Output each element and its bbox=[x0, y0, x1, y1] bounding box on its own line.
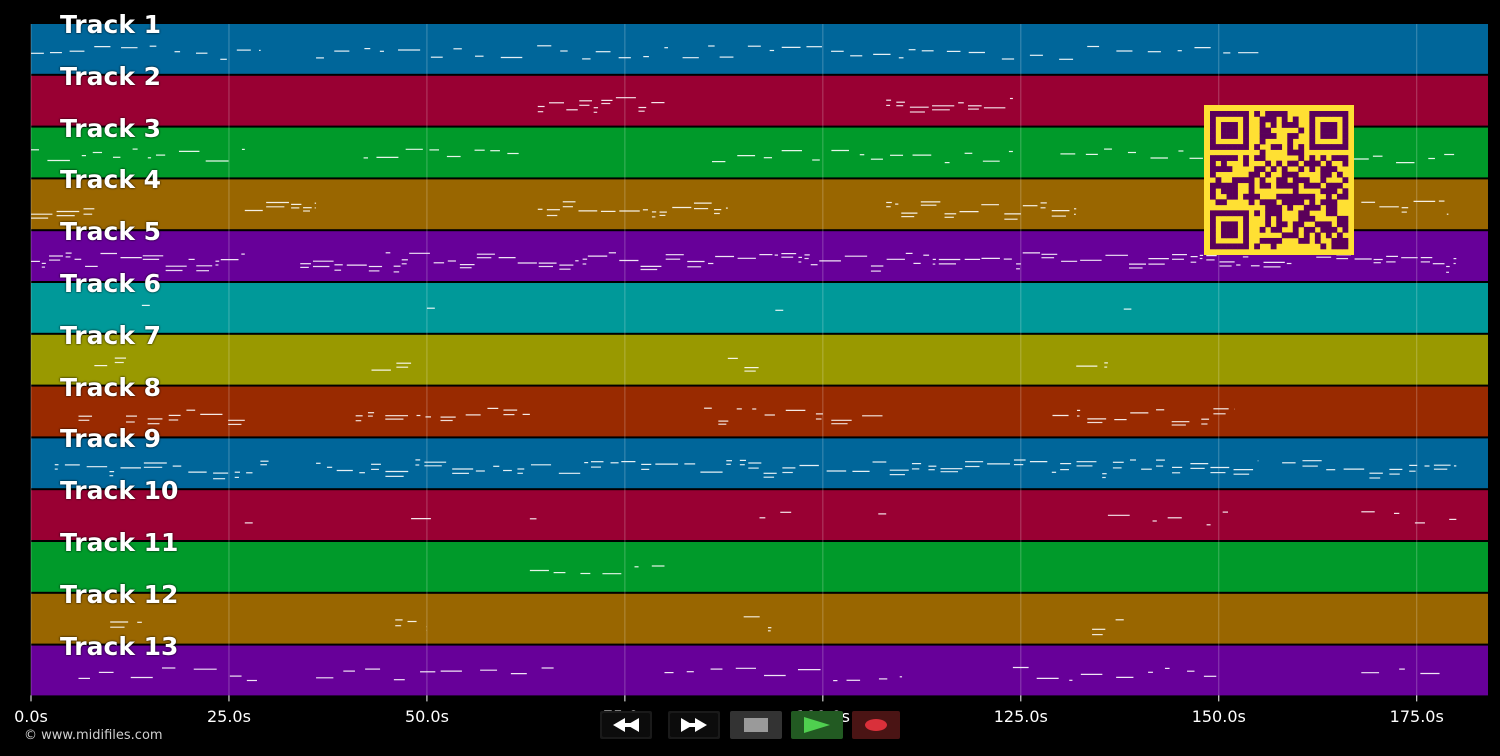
track-notes-11 bbox=[529, 565, 665, 575]
play-button[interactable] bbox=[791, 711, 843, 739]
track-label-10: Track 10 bbox=[60, 476, 179, 506]
track-notes-2 bbox=[537, 97, 1013, 113]
track-lane-12 bbox=[31, 593, 1488, 644]
track-label-13: Track 13 bbox=[60, 631, 179, 661]
track-label-6: Track 6 bbox=[60, 269, 162, 298]
track-lane-13 bbox=[31, 645, 1488, 696]
track-lane-6 bbox=[31, 283, 1488, 333]
track-notes-1 bbox=[31, 45, 1259, 60]
play-icon bbox=[804, 717, 830, 733]
track-label-9: Track 9 bbox=[60, 424, 162, 454]
time-tick-label: 175.0s bbox=[1389, 707, 1444, 726]
time-tick-label: 0.0s bbox=[14, 707, 48, 726]
track-notes-7 bbox=[94, 357, 1108, 372]
track-label-12: Track 12 bbox=[60, 579, 179, 609]
qr-code bbox=[1204, 105, 1354, 255]
note-layer bbox=[31, 45, 1457, 682]
track-lane-1 bbox=[31, 24, 1488, 74]
track-notes-13 bbox=[78, 666, 1440, 682]
track-notes-10 bbox=[244, 511, 1457, 526]
track-label-11: Track 11 bbox=[60, 528, 179, 557]
track-lane-7 bbox=[31, 334, 1488, 385]
copyright-text: © www.midifiles.com bbox=[24, 728, 163, 743]
track-notes-8 bbox=[78, 407, 1235, 426]
rewind-button[interactable] bbox=[600, 711, 652, 739]
stop-icon bbox=[744, 718, 768, 732]
fast-forward-button[interactable] bbox=[668, 711, 720, 739]
track-notes-9 bbox=[54, 459, 1457, 480]
track-notes-6 bbox=[141, 304, 1132, 311]
track-lane-11 bbox=[31, 542, 1488, 592]
track-notes-3 bbox=[31, 148, 1455, 164]
track-lane-8 bbox=[31, 386, 1488, 437]
track-label-7: Track 7 bbox=[60, 320, 162, 350]
track-lane-10 bbox=[31, 490, 1488, 540]
track-notes-4 bbox=[31, 200, 1449, 220]
rewind-icon bbox=[613, 718, 639, 732]
time-tick-label: 125.0s bbox=[993, 707, 1048, 726]
record-icon bbox=[865, 719, 887, 731]
fast-forward-icon bbox=[681, 718, 707, 732]
track-label-2: Track 2 bbox=[60, 61, 162, 91]
record-button[interactable] bbox=[852, 711, 900, 739]
time-tick-label: 50.0s bbox=[404, 707, 449, 726]
track-label-5: Track 5 bbox=[60, 217, 162, 247]
time-tick-label: 150.0s bbox=[1191, 707, 1246, 726]
track-label-8: Track 8 bbox=[60, 372, 162, 402]
track-label-4: Track 4 bbox=[60, 165, 162, 195]
stop-button[interactable] bbox=[730, 711, 782, 739]
time-tick-label: 25.0s bbox=[206, 707, 251, 726]
track-notes-12 bbox=[110, 616, 1124, 636]
track-label-3: Track 3 bbox=[60, 113, 162, 143]
track-label-1: Track 1 bbox=[60, 10, 162, 39]
